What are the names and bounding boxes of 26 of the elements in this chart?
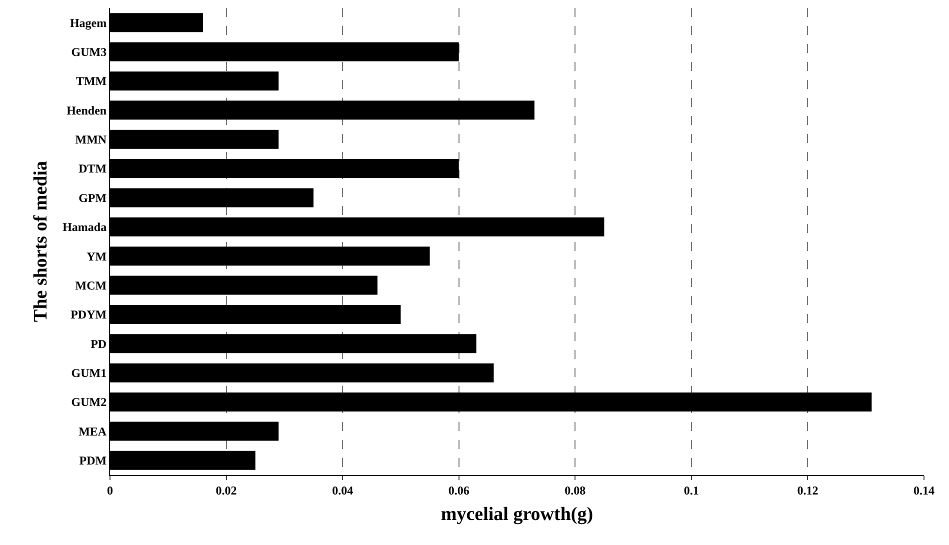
y-tick-label: GPM [78, 190, 107, 205]
y-tick-label: GUM2 [71, 395, 107, 410]
y-tick-label: GUM3 [71, 44, 107, 59]
y-tick-label: TMM [76, 74, 107, 88]
y-tick-label: PD [90, 336, 107, 351]
x-tick-label: 0.14 [914, 483, 934, 498]
x-axis-title: mycelial growth(g) [440, 504, 594, 526]
x-tick-label: 0.08 [564, 483, 586, 498]
y-tick-label: Hagem [70, 16, 107, 30]
y-tick-label: MEA [78, 424, 107, 438]
y-axis-title: The shorts of media [30, 160, 52, 322]
y-tick-label: Hamada [62, 220, 107, 234]
x-tick-label: 0 [107, 483, 113, 498]
x-tick-label: 0.02 [216, 483, 237, 498]
x-tick-label: 0.06 [448, 483, 470, 498]
y-tick-label: PDM [79, 454, 107, 468]
y-tick-label: GUM1 [71, 366, 107, 380]
x-tick-label: 0.1 [684, 483, 699, 498]
y-tick-label: YM [86, 249, 107, 264]
y-tick-label: DTM [78, 162, 107, 176]
x-tick-label: 0.12 [797, 483, 818, 498]
y-tick-label: Henden [66, 103, 107, 118]
x-tick-label: 0.04 [332, 483, 354, 498]
y-tick-label: PDYM [70, 308, 107, 322]
y-tick-label: MCM [75, 278, 107, 292]
y-tick-label: MMN [75, 132, 107, 147]
